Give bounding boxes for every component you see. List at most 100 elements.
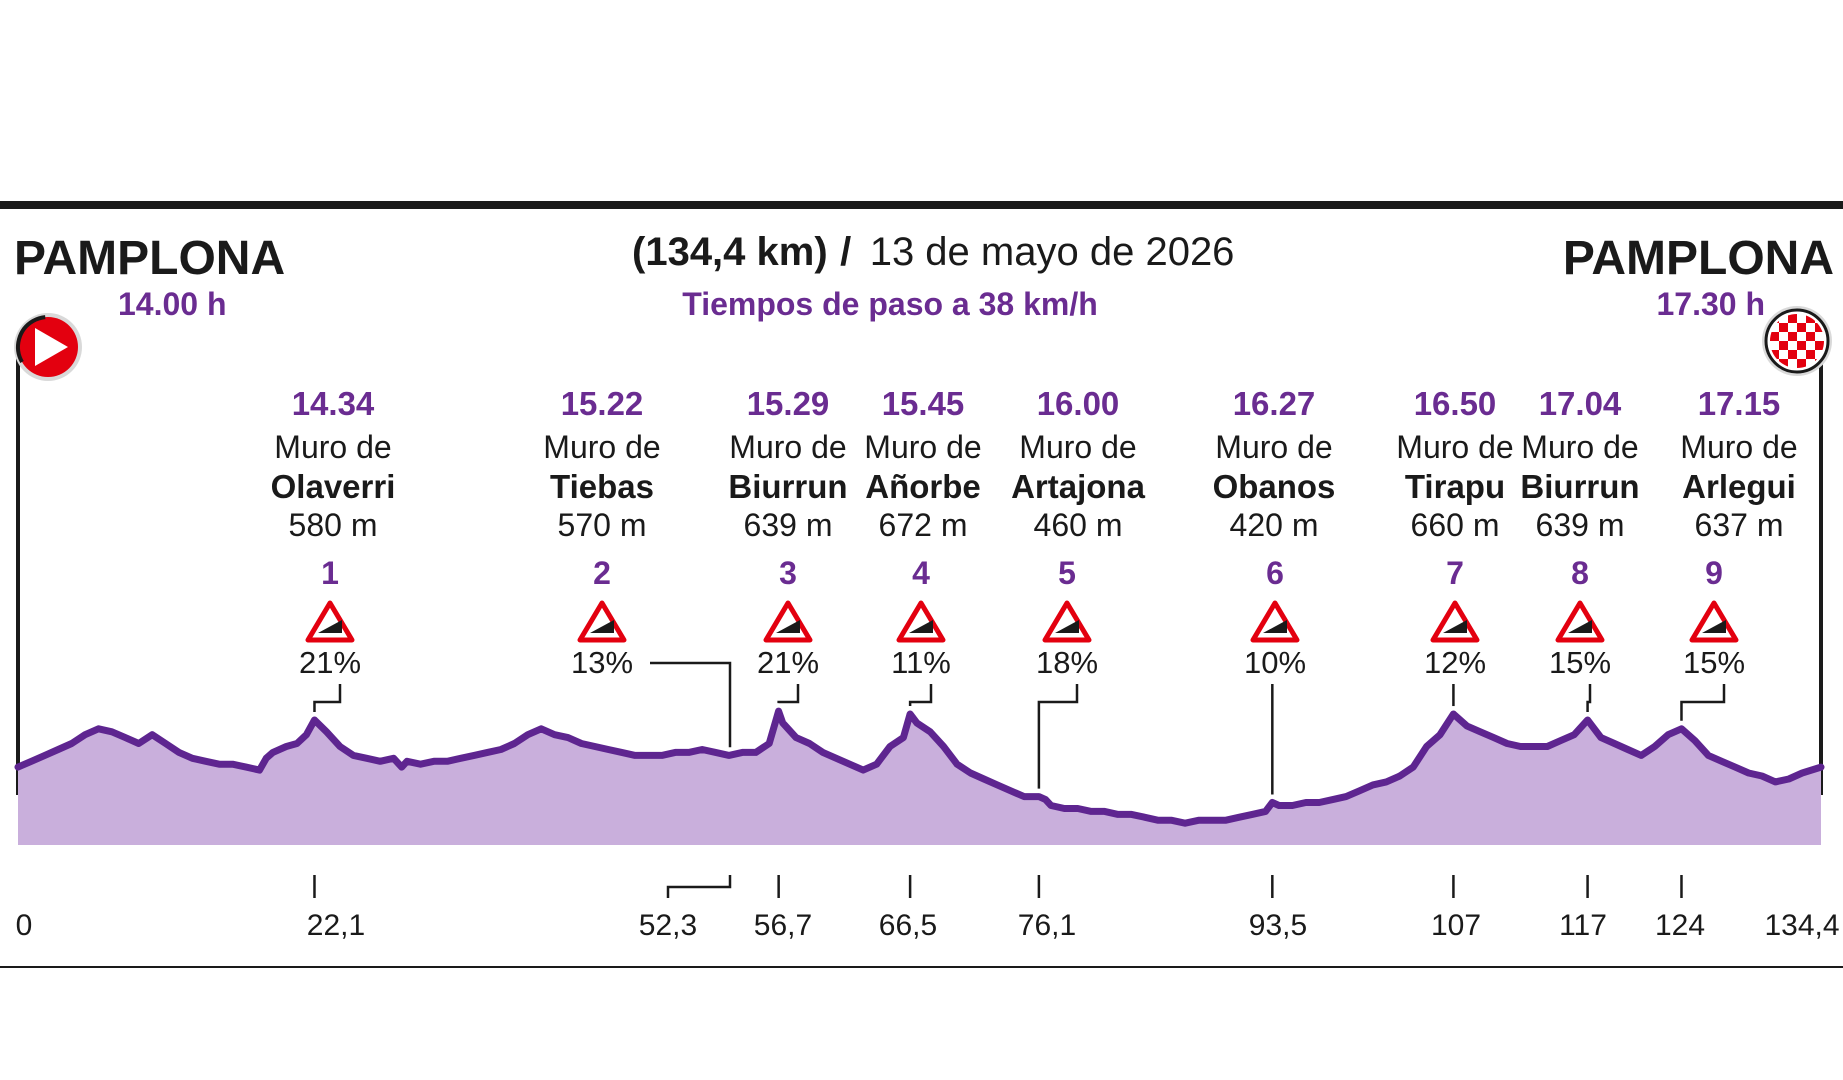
climb-name: Biurrun — [728, 468, 847, 505]
climb-name: Obanos — [1213, 468, 1336, 505]
checker-square — [1779, 350, 1788, 359]
km-tick-label: 134,4 — [1764, 909, 1839, 942]
climb-triangle-icon — [577, 600, 627, 643]
climb-time: 14.34 — [292, 385, 375, 422]
climb-number: 9 — [1705, 555, 1723, 591]
top-rule — [0, 201, 1843, 209]
climb-triangle-icon — [1042, 600, 1092, 643]
climb-leader-line — [1586, 684, 1592, 712]
climb-triangle-icon — [896, 600, 946, 643]
climb-prefix: Muro de — [1396, 429, 1513, 465]
climb-number: 2 — [593, 555, 611, 591]
checker-square — [1797, 341, 1806, 350]
climb-number: 4 — [912, 555, 930, 591]
climb-leader-line — [650, 661, 732, 748]
climb-prefix: Muro de — [274, 429, 391, 465]
checker-square — [1770, 341, 1779, 350]
checker-square — [1788, 323, 1797, 332]
climb-time: 15.29 — [747, 385, 830, 422]
checker-square — [1788, 341, 1797, 350]
finish-time: 17.30 h — [1656, 286, 1765, 322]
km-tick-label: 93,5 — [1249, 909, 1307, 942]
km-tick-label: 52,3 — [639, 909, 697, 942]
checker-square — [1797, 314, 1806, 323]
checker-square — [1806, 323, 1815, 332]
km-tick-label: 56,7 — [754, 909, 812, 942]
checker-square — [1797, 323, 1806, 332]
climb-name: Artajona — [1011, 468, 1146, 505]
climb-altitude: 660 m — [1411, 507, 1500, 543]
climb-name: Tirapu — [1405, 468, 1505, 505]
climb-altitude: 639 m — [744, 507, 833, 543]
climb-gradient: 11% — [891, 645, 951, 680]
climb-altitude: 420 m — [1230, 507, 1319, 543]
km-tick — [666, 875, 732, 898]
climb-gradient: 13% — [571, 645, 633, 680]
climb-triangle-icon — [1555, 600, 1605, 643]
stage-heading: (134,4 km) / 13 de mayo de 2026 — [632, 230, 1234, 274]
checker-square — [1770, 350, 1779, 359]
climb-name: Arlegui — [1682, 468, 1796, 505]
climb-time: 16.27 — [1233, 385, 1316, 422]
checker-square — [1797, 332, 1806, 341]
checker-square — [1788, 359, 1797, 368]
km-tick-label: 124 — [1655, 909, 1705, 942]
climb-prefix: Muro de — [1019, 429, 1136, 465]
profile-area — [18, 711, 1821, 845]
km-tick-label: 66,5 — [879, 909, 937, 942]
climb-altitude: 580 m — [289, 507, 378, 543]
climb-name: Tiebas — [550, 468, 654, 505]
climb-time: 16.00 — [1037, 385, 1120, 422]
climb-triangle-icon — [763, 600, 813, 643]
climb-gradient: 10% — [1244, 645, 1306, 680]
climb-name: Añorbe — [865, 468, 981, 505]
checker-square — [1806, 350, 1815, 359]
climb-altitude: 639 m — [1536, 507, 1625, 543]
checker-square — [1815, 332, 1824, 341]
climb-prefix: Muro de — [729, 429, 846, 465]
climb-leader-line — [313, 684, 342, 712]
start-play-icon — [14, 313, 82, 795]
stage-distance: (134,4 km) — [632, 230, 828, 274]
climb-number: 8 — [1571, 555, 1589, 591]
climb-gradient: 15% — [1683, 645, 1745, 680]
checker-square — [1770, 323, 1779, 332]
checker-square — [1797, 350, 1806, 359]
km-axis: 0 22,1 52,3 56,7 66,5 76,1 93,5 107 117 124 134,4 — [16, 875, 1840, 942]
climb-time: 17.04 — [1539, 385, 1622, 422]
climb-gradient: 18% — [1036, 645, 1098, 680]
stage-subtitle: Tiempos de paso a 38 km/h — [682, 286, 1098, 322]
climb-altitude: 460 m — [1034, 507, 1123, 543]
checker-square — [1788, 332, 1797, 341]
climb-number: 3 — [779, 555, 797, 591]
checker-square — [1806, 314, 1815, 323]
climb-prefix: Muro de — [543, 429, 660, 465]
climb-triangle-icon — [1430, 600, 1480, 643]
km-tick-label: 0 — [16, 909, 33, 942]
stage-date: 13 de mayo de 2026 — [870, 230, 1235, 274]
climb-prefix: Muro de — [1215, 429, 1332, 465]
checker-square — [1815, 350, 1824, 359]
checker-square — [1806, 359, 1815, 368]
climb-gradient: 21% — [299, 645, 361, 680]
checker-square — [1770, 332, 1779, 341]
checker-square — [1815, 323, 1824, 332]
climb-number: 1 — [321, 555, 339, 591]
climb-time: 15.22 — [561, 385, 644, 422]
km-tick-label: 117 — [1559, 909, 1607, 942]
checker-square — [1788, 350, 1797, 359]
bottom-rule — [0, 966, 1843, 968]
climb-triangle-icon — [1250, 600, 1300, 643]
elevation-profile — [14, 707, 1825, 845]
checker-square — [1779, 341, 1788, 350]
checker-square — [1779, 323, 1788, 332]
km-tick-label: 76,1 — [1018, 909, 1076, 942]
finish-city: PAMPLONA — [1563, 232, 1834, 285]
